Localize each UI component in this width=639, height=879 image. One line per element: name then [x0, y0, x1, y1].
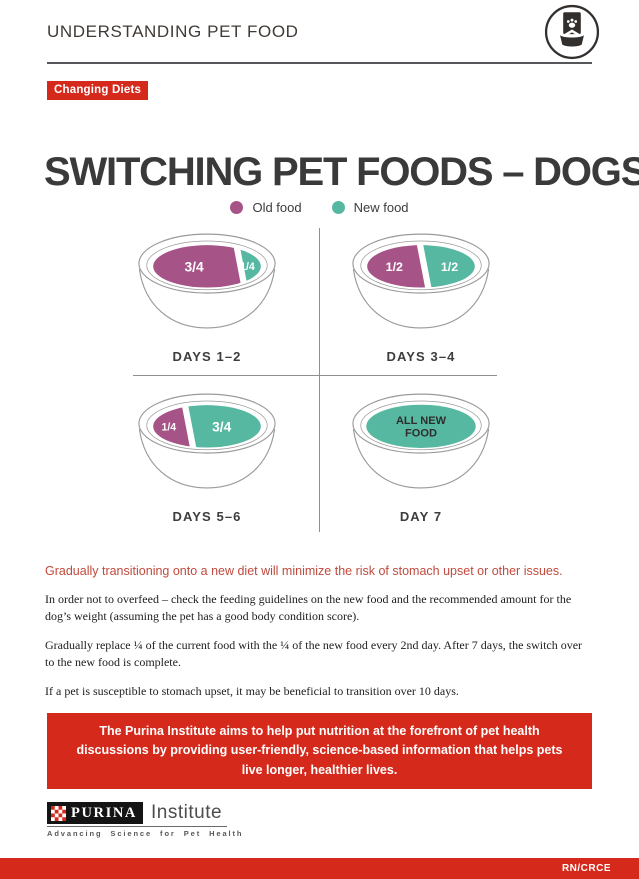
- all-new-food-line2: FOOD: [405, 427, 437, 439]
- legend-item-old-food: Old food: [230, 200, 302, 215]
- pet-food-bag-and-bowl-icon: [544, 4, 600, 60]
- purina-checkerboard-icon: [51, 805, 66, 821]
- section-badge: Changing Diets: [47, 81, 149, 100]
- fraction-old: 1/2: [386, 260, 403, 274]
- grid-divider-vertical: [319, 228, 320, 532]
- old-food-dot-icon: [230, 201, 244, 214]
- purina-wordmark: PURINA: [47, 802, 143, 824]
- footer-code: RN/CRCE: [561, 863, 611, 874]
- bowl-diagram: 1/2 1/2: [352, 233, 490, 329]
- all-new-food-line1: ALL NEW: [396, 415, 447, 427]
- legend-item-new-food: New food: [331, 200, 409, 215]
- paragraph: Gradually replace ¼ of the current food …: [45, 637, 583, 670]
- fraction-old: 1/4: [161, 421, 176, 433]
- purina-institute-logo: PURINA Institute: [47, 802, 222, 824]
- fraction-old: 3/4: [185, 259, 205, 274]
- legend: Old food New food: [0, 200, 639, 215]
- legend-label: Old food: [252, 200, 302, 215]
- bowl-label: DAY 7: [399, 509, 443, 524]
- institute-text: Institute: [151, 802, 223, 823]
- footer-bar: RN/CRCE: [0, 858, 639, 879]
- page-title: SWITCHING PET FOODS – DOGS: [44, 149, 639, 194]
- logo-tagline: Advancing Science for Pet Health: [47, 829, 244, 838]
- grid-divider-horizontal: [133, 375, 497, 376]
- new-food-dot-icon: [331, 201, 345, 214]
- bowl-diagram: ALL NEW FOOD: [352, 393, 490, 489]
- paragraph: In order not to overfeed – check the fee…: [45, 592, 572, 624]
- bowl-label: DAYS 3–4: [386, 349, 456, 364]
- masthead-title: UNDERSTANDING PET FOOD: [47, 22, 299, 41]
- bowl-days-5-6: 1/4 3/4 DAYS 5–6: [124, 384, 290, 524]
- header-divider: [47, 62, 592, 64]
- bowl-day-7: ALL NEW FOOD DAY 7: [338, 384, 504, 524]
- logo-divider: [47, 826, 227, 827]
- bowl-days-3-4: 1/2 1/2 DAYS 3–4: [338, 224, 504, 364]
- purina-brand-text: PURINA: [71, 804, 137, 821]
- fraction-new: 3/4: [212, 419, 232, 434]
- highlight-sentence: Gradually transitioning onto a new diet …: [45, 564, 563, 578]
- paragraph: If a pet is susceptible to stomach upset…: [45, 683, 459, 698]
- bowl-diagram: 1/4 3/4: [138, 393, 276, 489]
- fraction-new: 1/4: [240, 261, 255, 273]
- body-text: In order not to overfeed – check the fee…: [45, 591, 593, 711]
- callout-box: The Purina Institute aims to help put nu…: [47, 713, 592, 790]
- bowl-days-1-2: 3/4 1/4 DAYS 1–2: [124, 224, 290, 364]
- legend-label: New food: [353, 200, 409, 215]
- fraction-new: 1/2: [441, 260, 458, 274]
- bowl-label: DAYS 5–6: [172, 509, 242, 524]
- bowl-diagram: 3/4 1/4: [138, 233, 276, 329]
- bowl-label: DAYS 1–2: [172, 349, 242, 364]
